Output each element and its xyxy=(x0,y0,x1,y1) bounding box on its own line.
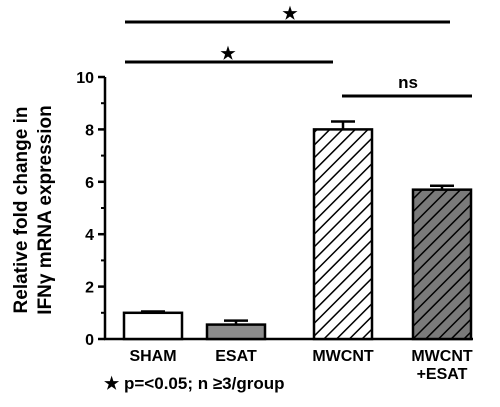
x-tick-label-1: ESAT xyxy=(215,348,257,365)
y-tick-label: 2 xyxy=(85,280,94,297)
x-axis-labels: SHAM ESAT MWCNT MWCNT+ESAT xyxy=(129,348,472,383)
footnote-text: p=<0.05; n ≥3/group xyxy=(124,374,284,393)
bar-3 xyxy=(411,188,473,341)
x-tick-label-0: SHAM xyxy=(129,348,176,365)
y-tick-label: 10 xyxy=(76,70,94,87)
y-tick-label: 8 xyxy=(85,122,94,139)
significance-label: ns xyxy=(398,73,418,92)
bar-0 xyxy=(122,311,184,341)
y-axis-label: Relative fold change in IFNγ mRNA expres… xyxy=(11,105,56,314)
y-axis-label-line-2: IFNγ mRNA expression xyxy=(35,105,56,314)
footnote-star-icon: ★ xyxy=(104,374,120,393)
footnote: ★ p=<0.05; n ≥3/group xyxy=(104,374,284,393)
significance-brackets: ★ ★ ns xyxy=(125,4,472,98)
y-tick-label: 6 xyxy=(85,175,94,192)
y-tick-label: 0 xyxy=(85,332,94,349)
significance-star-icon: ★ xyxy=(282,4,298,23)
x-tick-label-3: +ESAT xyxy=(417,366,468,383)
significance-star-icon: ★ xyxy=(220,44,236,63)
bar-2 xyxy=(312,128,374,341)
x-tick-label-2: MWCNT xyxy=(312,348,374,365)
bar-1 xyxy=(205,323,267,341)
bars xyxy=(122,128,473,341)
y-tick-label: 4 xyxy=(85,227,94,244)
y-axis-label-line-1: Relative fold change in xyxy=(11,107,32,314)
error-bars xyxy=(141,120,454,325)
x-tick-label-3: MWCNT xyxy=(411,348,473,365)
